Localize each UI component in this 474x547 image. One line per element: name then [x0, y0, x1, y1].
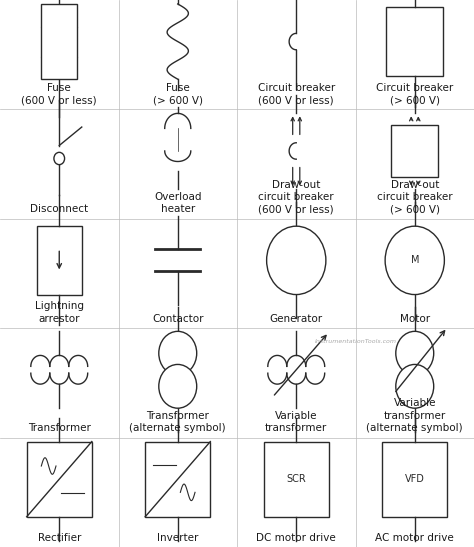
Text: AC motor drive: AC motor drive: [375, 533, 454, 543]
Circle shape: [159, 331, 197, 375]
Circle shape: [396, 331, 434, 375]
Text: Inverter: Inverter: [157, 533, 199, 543]
Text: InstrumentationTools.com: InstrumentationTools.com: [315, 339, 396, 344]
Text: Transformer
(alternate symbol): Transformer (alternate symbol): [129, 411, 226, 433]
Text: Transformer: Transformer: [28, 423, 91, 433]
Text: Fuse
(600 V or less): Fuse (600 V or less): [21, 83, 97, 105]
Text: Generator: Generator: [270, 314, 323, 324]
Bar: [145, 441, 210, 517]
Circle shape: [54, 153, 64, 165]
Text: Fuse
(> 600 V): Fuse (> 600 V): [153, 83, 203, 105]
Circle shape: [385, 226, 444, 295]
Bar: [41, 4, 77, 79]
Text: Disconnect: Disconnect: [30, 205, 88, 214]
Bar: [264, 441, 329, 517]
Text: Variable
transformer
(alternate symbol): Variable transformer (alternate symbol): [366, 398, 463, 433]
Text: Draw-out
circuit breaker
(> 600 V): Draw-out circuit breaker (> 600 V): [377, 179, 453, 214]
Circle shape: [266, 226, 326, 295]
Text: Lightning
arrestor: Lightning arrestor: [35, 301, 84, 324]
Bar: [27, 441, 92, 517]
Text: SCR: SCR: [286, 474, 306, 484]
Text: Circuit breaker
(> 600 V): Circuit breaker (> 600 V): [376, 83, 453, 105]
Text: Rectifier: Rectifier: [37, 533, 81, 543]
Circle shape: [396, 364, 434, 408]
Bar: [391, 125, 438, 177]
Text: Circuit breaker
(600 V or less): Circuit breaker (600 V or less): [258, 83, 335, 105]
Circle shape: [159, 364, 197, 408]
Text: Draw-out
circuit breaker
(600 V or less): Draw-out circuit breaker (600 V or less): [258, 179, 334, 214]
Text: M: M: [410, 255, 419, 265]
Bar: [36, 226, 82, 294]
Text: Motor: Motor: [400, 314, 430, 324]
Text: Variable
transformer: Variable transformer: [265, 411, 328, 433]
Bar: [386, 8, 443, 76]
Text: DC motor drive: DC motor drive: [256, 533, 336, 543]
Bar: [382, 441, 447, 517]
Text: VFD: VFD: [405, 474, 425, 484]
Text: Contactor: Contactor: [152, 314, 203, 324]
Text: Overload
heater: Overload heater: [154, 192, 201, 214]
